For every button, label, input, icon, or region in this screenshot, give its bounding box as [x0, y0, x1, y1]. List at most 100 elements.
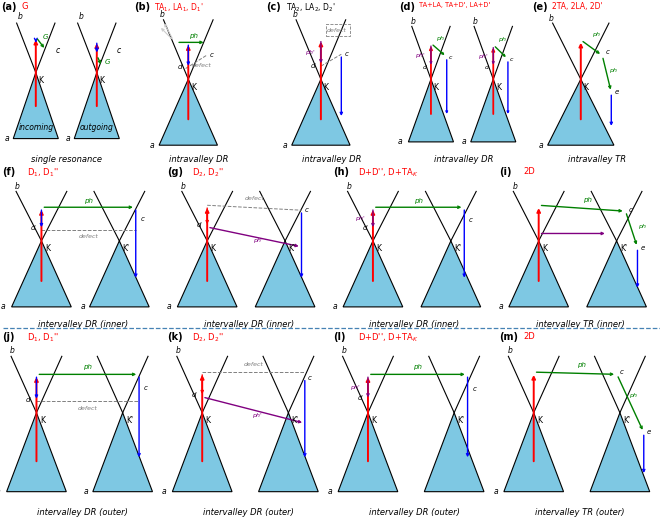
Text: outgoing: outgoing: [80, 123, 114, 132]
Text: TA$_2$, LA$_2$, D$_2$': TA$_2$, LA$_2$, D$_2$': [286, 2, 336, 14]
Text: ph: ph: [414, 198, 423, 204]
Text: (i): (i): [499, 167, 511, 177]
Text: e: e: [640, 244, 644, 251]
Text: (b): (b): [134, 2, 150, 11]
Text: ph: ph: [189, 33, 198, 39]
Text: TA$_1$, LA$_1$, D$_1$': TA$_1$, LA$_1$, D$_1$': [154, 2, 204, 14]
Text: intervalley TR (inner): intervalley TR (inner): [536, 320, 625, 329]
Text: intervalley DR (outer): intervalley DR (outer): [369, 508, 460, 517]
Text: b: b: [549, 13, 554, 23]
Text: ph: ph: [629, 393, 638, 398]
Polygon shape: [74, 73, 119, 139]
Text: b: b: [341, 346, 347, 355]
Text: intervalley DR (outer): intervalley DR (outer): [37, 508, 129, 517]
Text: defect: defect: [79, 234, 99, 239]
Text: c: c: [141, 216, 145, 222]
Text: intravalley DR: intravalley DR: [302, 155, 361, 164]
Text: D+D'', D+TA$_K$: D+D'', D+TA$_K$: [358, 167, 418, 179]
Text: K': K': [623, 416, 631, 425]
Text: a: a: [66, 134, 70, 143]
Text: d: d: [192, 392, 196, 398]
Text: c: c: [117, 46, 121, 55]
Text: b: b: [15, 182, 20, 191]
Text: d: d: [485, 65, 489, 70]
Text: d: d: [363, 225, 367, 232]
Text: K: K: [191, 82, 196, 92]
Text: G: G: [21, 2, 28, 11]
Text: K': K': [288, 244, 296, 253]
Text: d: d: [311, 63, 315, 69]
Text: b: b: [512, 182, 517, 191]
Text: a: a: [328, 487, 332, 496]
Text: K: K: [45, 244, 50, 253]
Text: intervalley DR (outer): intervalley DR (outer): [203, 508, 294, 517]
Text: K': K': [457, 416, 465, 425]
Text: ph: ph: [84, 364, 92, 370]
Text: (g): (g): [167, 167, 184, 177]
Polygon shape: [343, 241, 403, 307]
Text: (m): (m): [499, 332, 518, 342]
Polygon shape: [504, 413, 564, 492]
Text: b: b: [79, 12, 84, 21]
Polygon shape: [471, 79, 516, 142]
Text: intravalley DR: intravalley DR: [169, 155, 229, 164]
Polygon shape: [548, 79, 614, 145]
Text: ph': ph': [478, 54, 487, 59]
Text: (e): (e): [532, 2, 548, 11]
Text: (j): (j): [1, 332, 14, 342]
Text: K: K: [542, 244, 547, 253]
Text: d: d: [178, 64, 182, 70]
Polygon shape: [93, 413, 152, 492]
Polygon shape: [259, 413, 318, 492]
Text: a: a: [539, 141, 543, 150]
Text: b: b: [507, 346, 512, 355]
Text: (a): (a): [1, 2, 17, 11]
Text: 2TA, 2LA, 2D': 2TA, 2LA, 2D': [552, 2, 602, 11]
Text: K: K: [38, 76, 44, 85]
Text: b: b: [10, 346, 15, 355]
Text: a: a: [333, 303, 337, 311]
Text: 2D: 2D: [524, 167, 536, 176]
Text: intravalley DR: intravalley DR: [434, 155, 494, 164]
Polygon shape: [424, 413, 484, 492]
Text: ph: ph: [638, 224, 646, 228]
Polygon shape: [509, 241, 569, 307]
Text: K: K: [496, 82, 501, 92]
Text: c: c: [449, 54, 452, 60]
Text: defect: defect: [327, 28, 347, 33]
Text: ph: ph: [609, 68, 617, 73]
Text: ph': ph': [253, 238, 263, 243]
Text: K: K: [324, 82, 329, 92]
Text: a: a: [462, 137, 466, 147]
Text: a: a: [1, 303, 5, 311]
Text: c: c: [511, 56, 514, 62]
Text: c: c: [620, 369, 624, 376]
Text: K: K: [377, 244, 381, 253]
Text: ph: ph: [498, 37, 506, 42]
Polygon shape: [587, 241, 646, 307]
Text: c: c: [345, 51, 349, 57]
Text: (k): (k): [167, 332, 183, 342]
Text: d: d: [26, 397, 30, 402]
Polygon shape: [172, 413, 232, 492]
Polygon shape: [421, 241, 481, 307]
Polygon shape: [408, 79, 453, 142]
Text: K: K: [40, 416, 45, 425]
Text: intervalley DR (inner): intervalley DR (inner): [38, 320, 128, 329]
Text: K: K: [434, 82, 439, 92]
Text: a: a: [283, 141, 287, 150]
Polygon shape: [90, 241, 149, 307]
Text: intervalley DR (inner): intervalley DR (inner): [369, 320, 459, 329]
Text: defect: defect: [78, 407, 97, 411]
Text: intervalley DR (inner): intervalley DR (inner): [204, 320, 294, 329]
Text: ph': ph': [416, 53, 425, 58]
Text: b: b: [347, 182, 351, 191]
Polygon shape: [12, 241, 72, 307]
Text: a: a: [81, 303, 85, 311]
Text: K': K': [126, 416, 133, 425]
Polygon shape: [178, 241, 237, 307]
Text: e: e: [615, 90, 619, 95]
Text: c: c: [472, 386, 476, 392]
Text: ph: ph: [591, 33, 599, 37]
Text: ph: ph: [583, 197, 591, 203]
